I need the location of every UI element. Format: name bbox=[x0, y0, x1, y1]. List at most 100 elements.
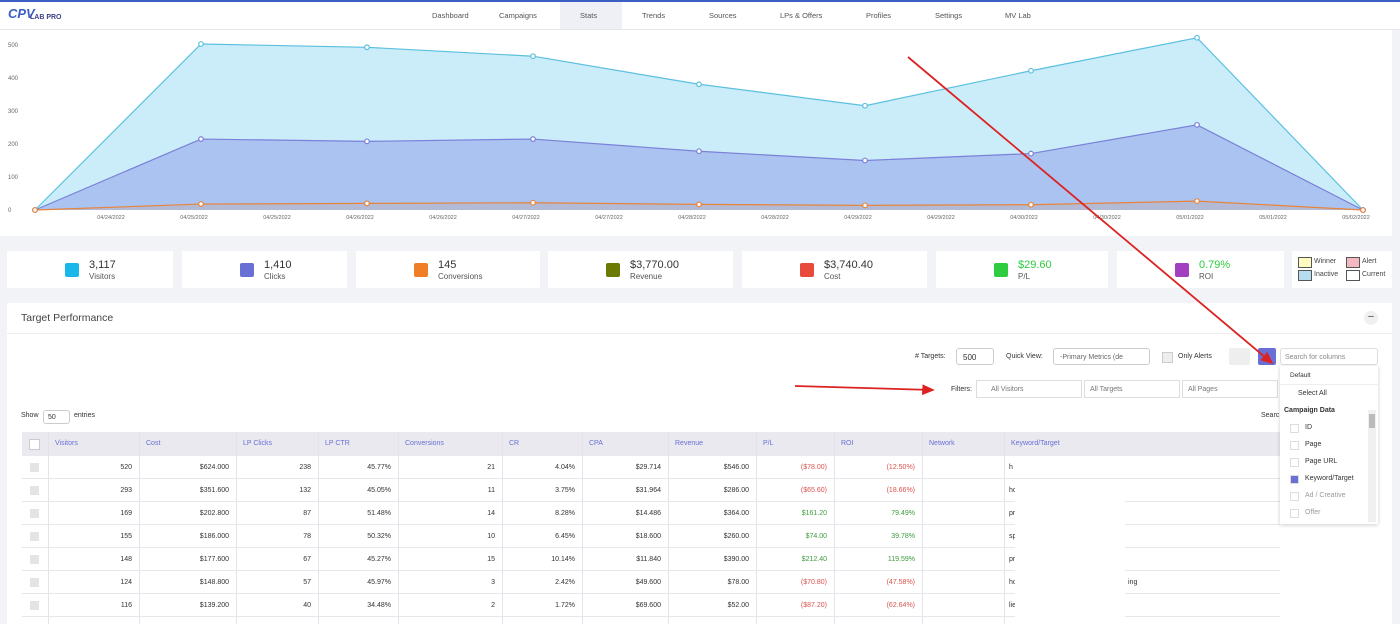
dropdown-checkbox[interactable] bbox=[1290, 475, 1299, 484]
cell: 11 bbox=[487, 487, 495, 494]
stat-card: 1,410 Clicks bbox=[182, 251, 347, 288]
dropdown-sep bbox=[1280, 384, 1378, 385]
stat-label: Cost bbox=[824, 272, 841, 281]
stat-icon bbox=[65, 263, 79, 277]
row-checkbox[interactable] bbox=[30, 463, 39, 472]
stat-label: Clicks bbox=[264, 272, 286, 281]
cell: 45.27% bbox=[367, 556, 391, 563]
targets-select[interactable]: 500 bbox=[956, 348, 994, 365]
dropdown-checkbox[interactable] bbox=[1290, 509, 1299, 518]
row-checkbox[interactable] bbox=[30, 532, 39, 541]
x-tick-label: 04/29/2022 bbox=[844, 215, 872, 221]
cell: $364.00 bbox=[723, 510, 749, 517]
checkbox[interactable] bbox=[1162, 352, 1173, 363]
nav-item[interactable]: Dashboard bbox=[432, 11, 469, 20]
header-cell-border bbox=[1004, 432, 1005, 624]
cell: $186.000 bbox=[199, 533, 229, 540]
legend-label: Current bbox=[1362, 271, 1386, 278]
cell: 10 bbox=[487, 533, 495, 540]
y-tick-label: 100 bbox=[8, 175, 19, 181]
cell: ($87.20) bbox=[800, 602, 827, 609]
stat-value: 0.79% bbox=[1199, 259, 1231, 271]
row-checkbox[interactable] bbox=[30, 486, 39, 495]
dropdown-checkbox[interactable] bbox=[1290, 424, 1299, 433]
column-header[interactable]: Cost bbox=[146, 440, 161, 447]
dropdown-item[interactable]: Offer bbox=[1305, 509, 1321, 516]
cell: h bbox=[1009, 464, 1013, 471]
dropdown-checkbox[interactable] bbox=[1290, 458, 1299, 467]
dropdown-item[interactable]: Ad / Creative bbox=[1305, 492, 1346, 499]
header-checkbox[interactable] bbox=[29, 439, 40, 450]
btn-columns[interactable] bbox=[1258, 348, 1276, 365]
header-cell-border bbox=[48, 432, 49, 624]
nav-item[interactable]: Settings bbox=[935, 11, 963, 20]
row-checkbox[interactable] bbox=[30, 578, 39, 587]
collapse-btn[interactable]: – bbox=[1364, 311, 1378, 325]
point bbox=[862, 102, 868, 109]
cell: $161.20 bbox=[801, 510, 827, 517]
cell: 87 bbox=[303, 510, 311, 517]
cell: pri bbox=[1009, 556, 1017, 563]
stat-value: 145 bbox=[438, 259, 457, 271]
stat-value: $3,770.00 bbox=[630, 259, 679, 271]
dropdown-select-all[interactable]: Select All bbox=[1298, 390, 1327, 397]
cell: hc bbox=[1009, 579, 1017, 586]
nav-item[interactable]: Stats bbox=[580, 11, 598, 20]
filter-select[interactable]: All Targets bbox=[1084, 380, 1180, 398]
nav-item[interactable]: Sources bbox=[709, 11, 737, 20]
btn-up[interactable] bbox=[1229, 348, 1250, 365]
dropdown-checkbox[interactable] bbox=[1290, 492, 1299, 501]
quick-view-select[interactable]: -Primary Metrics (de bbox=[1053, 348, 1150, 365]
nav-item[interactable]: MV Lab bbox=[1005, 11, 1031, 20]
filter-select[interactable]: All Pages bbox=[1182, 380, 1278, 398]
filters-label: Filters: bbox=[951, 386, 972, 393]
cell: 2.42% bbox=[555, 579, 575, 586]
cell: $11.840 bbox=[636, 556, 661, 563]
row-checkbox[interactable] bbox=[30, 555, 39, 564]
cell: 78 bbox=[303, 533, 311, 540]
dropdown-item[interactable]: ID bbox=[1305, 424, 1312, 431]
stat-label: Conversions bbox=[438, 272, 483, 281]
cell: (47.58%) bbox=[886, 579, 915, 586]
dropdown-item[interactable]: Page URL bbox=[1305, 458, 1338, 465]
row-checkbox[interactable] bbox=[30, 509, 39, 518]
nav-item[interactable]: Profiles bbox=[866, 11, 892, 20]
dropdown-group: Campaign Data bbox=[1284, 407, 1335, 414]
row-line bbox=[22, 616, 1280, 617]
nav-item[interactable]: LPs & Offers bbox=[780, 11, 823, 20]
scroll-thumb[interactable] bbox=[1369, 414, 1375, 428]
dropdown-item[interactable]: Page bbox=[1305, 441, 1322, 448]
show-label: Show bbox=[21, 412, 39, 419]
header-cell-border bbox=[834, 432, 835, 624]
dropdown-default[interactable]: Default bbox=[1290, 372, 1311, 379]
y-tick-label: 300 bbox=[8, 109, 19, 115]
divider bbox=[7, 333, 1392, 334]
column-header[interactable]: LP Clicks bbox=[243, 440, 273, 447]
column-header[interactable]: Keyword/Target bbox=[1011, 440, 1060, 447]
point bbox=[198, 201, 204, 207]
column-header[interactable]: ROI bbox=[841, 440, 854, 447]
dropdown-checkbox[interactable] bbox=[1290, 441, 1299, 450]
column-header[interactable]: Revenue bbox=[675, 440, 704, 447]
row-checkbox[interactable] bbox=[30, 601, 39, 610]
column-header[interactable]: CR bbox=[509, 440, 520, 447]
nav-item[interactable]: Campaigns bbox=[499, 11, 537, 20]
dropdown-item[interactable]: Keyword/Target bbox=[1305, 475, 1354, 482]
column-header[interactable]: Conversions bbox=[405, 440, 444, 447]
column-header[interactable]: P/L bbox=[763, 440, 774, 447]
column-header[interactable]: Visitors bbox=[55, 440, 78, 447]
x-tick-label: 04/25/2022 bbox=[180, 215, 208, 221]
show-select[interactable]: 50 bbox=[43, 410, 70, 424]
column-header[interactable]: Network bbox=[929, 440, 955, 447]
cell: ing bbox=[1128, 579, 1138, 586]
point bbox=[1028, 67, 1034, 74]
nav-item[interactable]: Trends bbox=[642, 11, 666, 20]
header-cell-border bbox=[502, 432, 503, 624]
column-search[interactable]: Search for columns bbox=[1280, 348, 1378, 365]
column-header[interactable]: CPA bbox=[589, 440, 603, 447]
cell: $390.00 bbox=[723, 556, 749, 563]
filter-select[interactable]: All Visitors bbox=[976, 380, 1082, 398]
column-header[interactable]: LP CTR bbox=[325, 440, 350, 447]
legend-label: Inactive bbox=[1314, 271, 1339, 278]
